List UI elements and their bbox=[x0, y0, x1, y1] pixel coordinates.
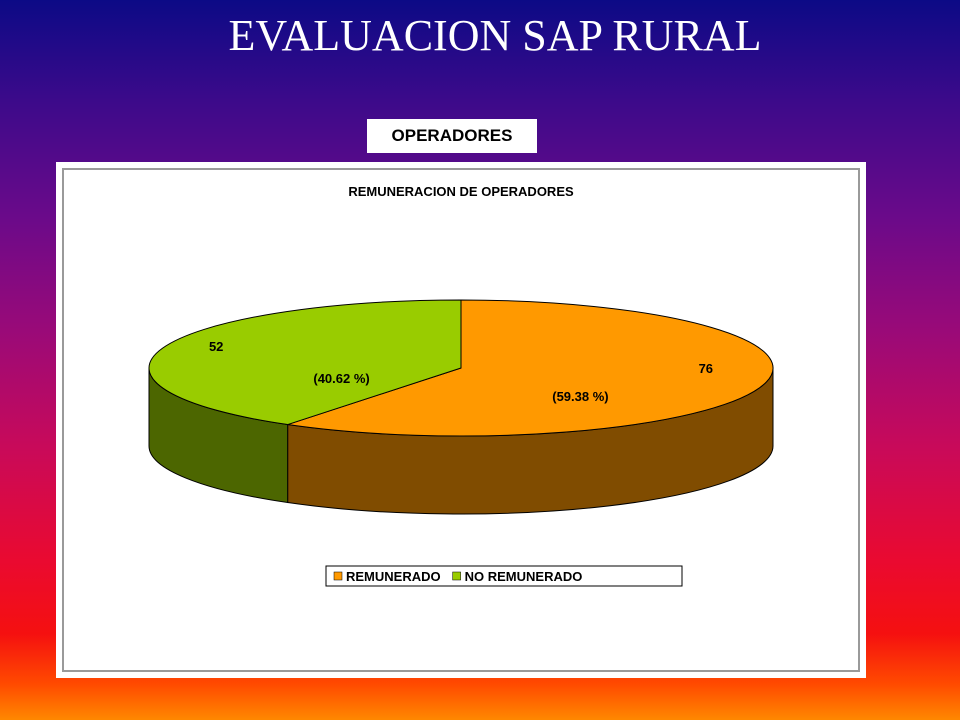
chart-panel: REMUNERACION DE OPERADORES 76 (59.38 %) 52… bbox=[56, 162, 866, 678]
legend-label-no-remunerado: NO REMUNERADO bbox=[465, 569, 583, 584]
data-label-percent-remunerado: (59.38 %) bbox=[552, 389, 608, 404]
legend-swatch-no-remunerado bbox=[452, 571, 461, 581]
data-label-value-no-remunerado: 52 bbox=[209, 339, 223, 354]
legend-label-remunerado: REMUNERADO bbox=[346, 569, 441, 584]
chart-frame bbox=[62, 168, 860, 672]
pie-slice-remunerado bbox=[287, 299, 774, 437]
legend-swatch-remunerado bbox=[333, 571, 343, 581]
legend-box bbox=[325, 565, 683, 587]
pie-slice-no-remunerado bbox=[148, 299, 462, 426]
data-label-percent-no-remunerado: (40.62 %) bbox=[313, 371, 369, 386]
section-label: OPERADORES bbox=[367, 119, 537, 153]
pie-chart: REMUNERACION DE OPERADORES 76 (59.38 %) 52… bbox=[148, 184, 774, 587]
legend: REMUNERADO NO REMUNERADO bbox=[325, 565, 683, 587]
data-label-value-remunerado: 76 bbox=[699, 361, 713, 376]
chart-title: REMUNERACION DE OPERADORES bbox=[348, 184, 574, 199]
pie-group: 76 (59.38 %) 52 (40.62 %) bbox=[148, 299, 774, 515]
slide-title: EVALUACION SAP RURAL bbox=[228, 11, 762, 60]
